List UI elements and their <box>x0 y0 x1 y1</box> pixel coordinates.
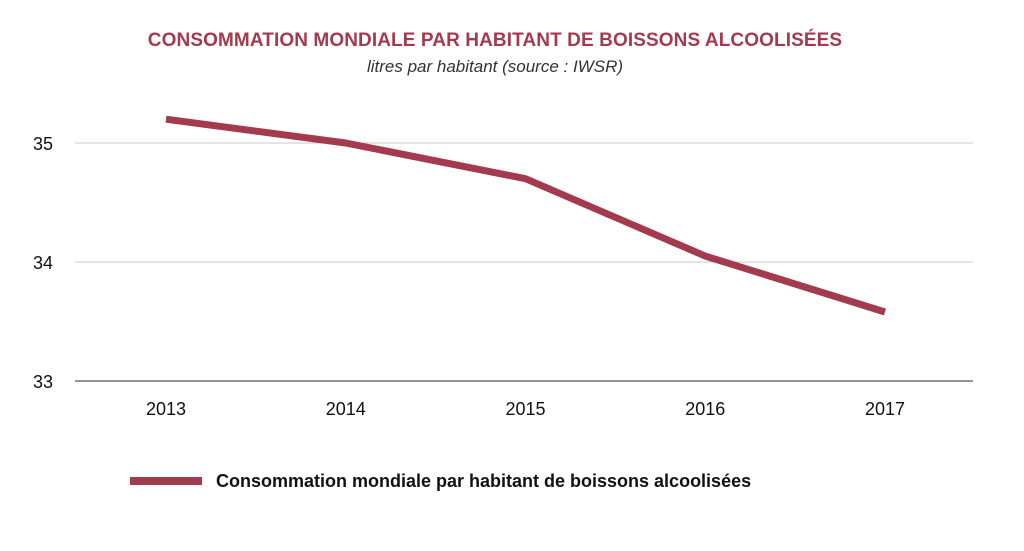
gridlines <box>75 142 973 382</box>
y-tick-label: 33 <box>33 372 53 392</box>
chart-title: CONSOMMATION MONDIALE PAR HABITANT DE BO… <box>147 30 843 51</box>
x-axis-ticks: 2013 2014 2015 2016 2017 <box>146 399 905 419</box>
x-tick-label: 2013 <box>146 399 186 419</box>
chart-subtitle: litres par habitant (source : IWSR) <box>366 57 624 76</box>
x-tick-label: 2016 <box>685 399 725 419</box>
x-tick-label: 2015 <box>505 399 545 419</box>
y-tick-label: 34 <box>33 253 53 273</box>
legend-swatch <box>130 477 202 485</box>
series-line <box>165 115 887 316</box>
y-axis-ticks: 33 34 35 <box>33 134 53 392</box>
x-tick-label: 2017 <box>865 399 905 419</box>
x-tick-label: 2014 <box>326 399 366 419</box>
series-lines <box>165 115 887 316</box>
legend-label: Consommation mondiale par habitant de bo… <box>216 470 752 491</box>
y-tick-label: 35 <box>33 134 53 154</box>
legend: Consommation mondiale par habitant de bo… <box>130 469 751 493</box>
